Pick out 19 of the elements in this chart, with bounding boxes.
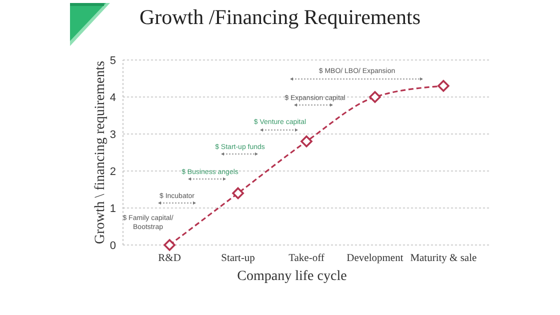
y-tick-label: 0 bbox=[110, 240, 116, 252]
point bbox=[232, 187, 244, 200]
x-tick-label: Development bbox=[346, 253, 404, 264]
y-tick-label: 2 bbox=[110, 166, 116, 178]
x-tick-label: R&D bbox=[158, 253, 182, 264]
point bbox=[164, 239, 176, 251]
x-tick-label: Start-up bbox=[221, 253, 255, 264]
chart-title: Growth /Financing Requirements bbox=[139, 5, 421, 29]
point bbox=[300, 136, 312, 148]
point bbox=[438, 80, 450, 92]
y-axis-title: Growth \ financing requirements bbox=[93, 60, 108, 244]
y-tick-label: 5 bbox=[110, 54, 116, 67]
x-tick-label: Maturity & sale bbox=[410, 253, 478, 264]
y-tick-label: 1 bbox=[110, 202, 116, 215]
x-tick-label: Take-off bbox=[288, 253, 325, 264]
x-axis-title: Company life cycle bbox=[237, 269, 347, 284]
y-tick-label: 4 bbox=[110, 92, 116, 104]
point bbox=[369, 91, 381, 103]
y-tick-label: 3 bbox=[110, 128, 116, 141]
